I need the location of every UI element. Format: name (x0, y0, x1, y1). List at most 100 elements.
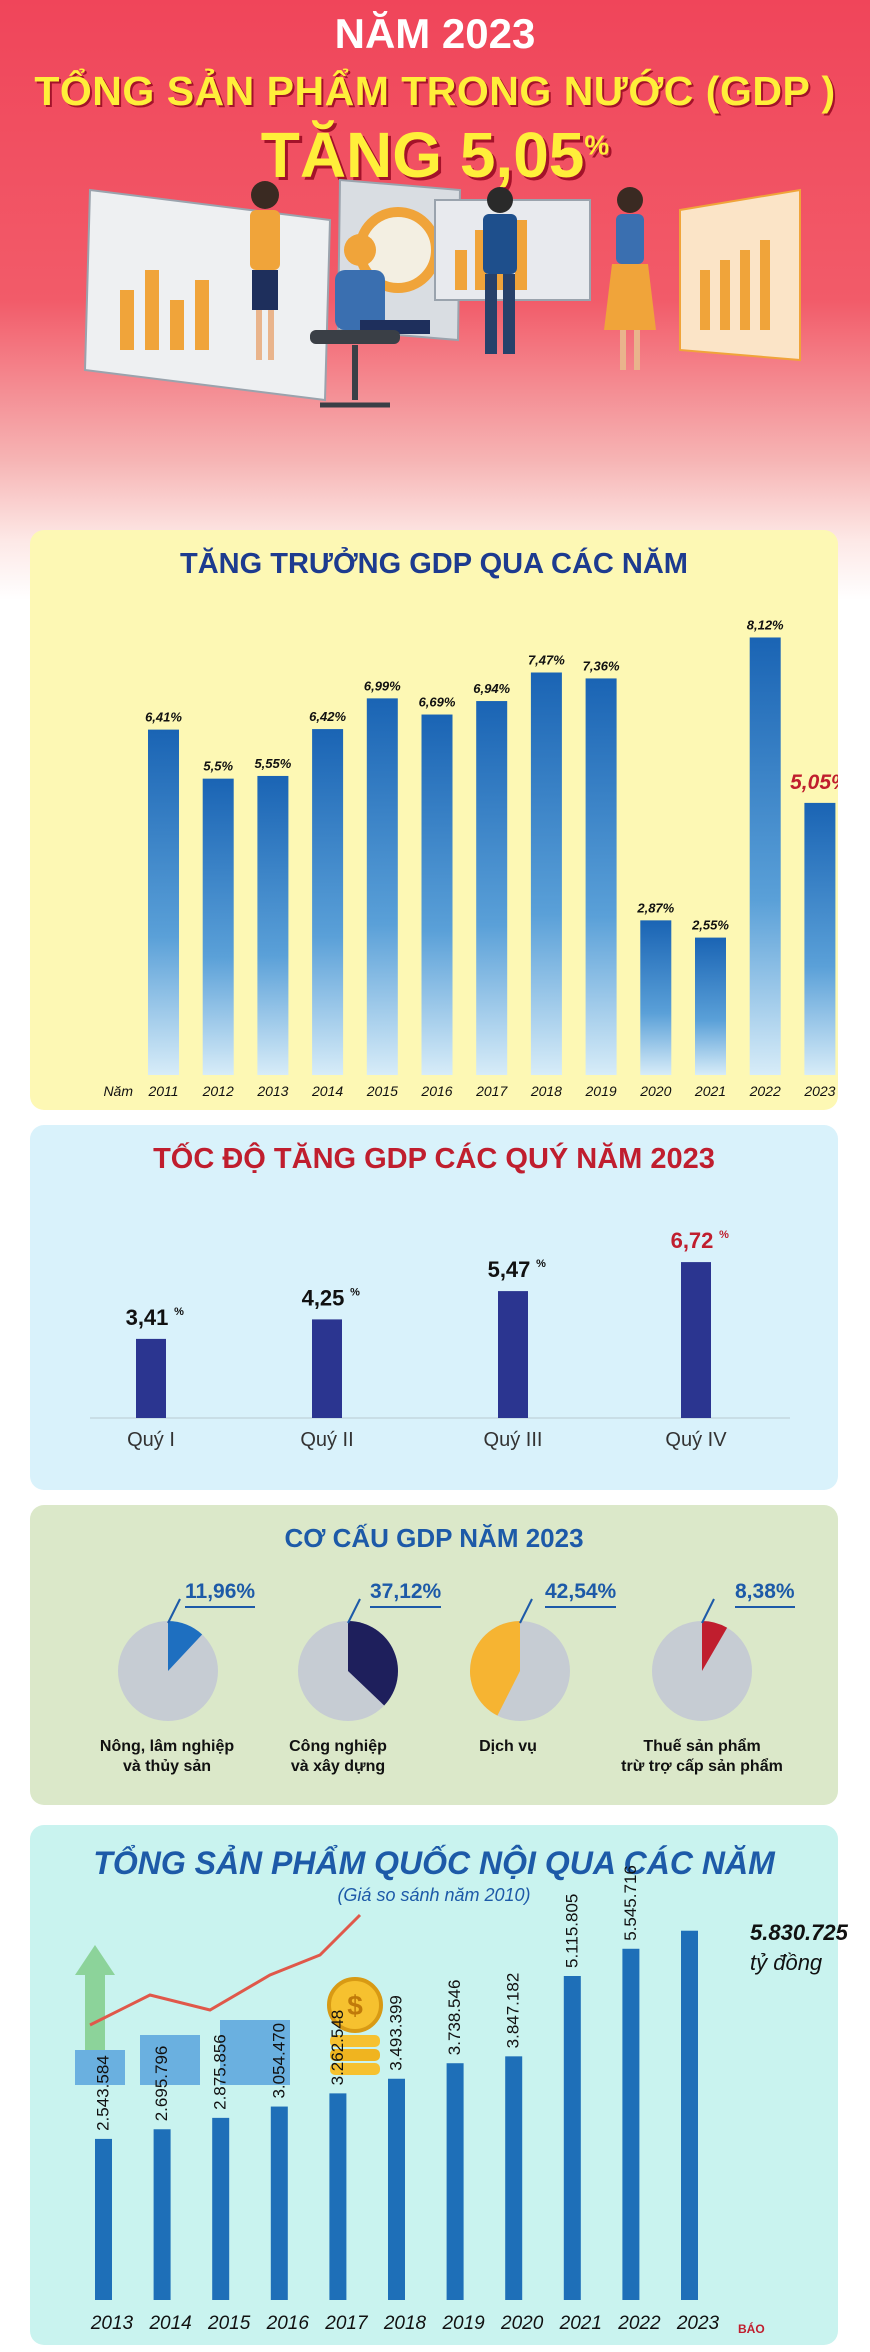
pie-leader-line (347, 1598, 361, 1624)
growth-illustration: $ (75, 1913, 383, 2085)
annual-bar (476, 701, 508, 1075)
annual-axis-prefix: Năm (103, 1083, 133, 1099)
illus-step-block (140, 2035, 200, 2085)
pie-caption-line: và thủy sản (122, 1758, 212, 1775)
pie-slice (168, 1621, 203, 1671)
annual-year-label: 2011 (147, 1083, 178, 1099)
pie-caption-line: Nông, lâm nghiệp (99, 1738, 235, 1755)
illus-coin-stack (330, 2035, 380, 2047)
output-year-label: 2014 (148, 2313, 191, 2334)
illus-arrow (75, 1945, 115, 2050)
quarter-bar (136, 1338, 166, 1418)
annual-value-label: 7,36% (583, 658, 620, 673)
panel-quarter-growth: TỐC ĐỘ TĂNG GDP CÁC QUÝ NĂM 2023 3,41% Qu… (30, 1125, 838, 1490)
output-value-label: 5.545.716 (621, 1865, 640, 1941)
output-year-label: 2022 (617, 2313, 661, 2334)
illus-step-block (220, 2020, 290, 2085)
quarter-value-label: 4,25 (302, 1285, 345, 1310)
annual-year-label: 2019 (585, 1083, 617, 1099)
output-value-label: 3.847.182 (504, 1973, 523, 2049)
quarter-unit-label: % (350, 1286, 360, 1298)
output-year-label: 2023 (676, 2313, 720, 2334)
annual-value-label: 6,41% (145, 710, 182, 725)
panel-structure-title: CƠ CẤU GDP NĂM 2023 (284, 1523, 584, 1553)
annual-year-label: 2013 (256, 1083, 288, 1099)
annual-value-label: 6,99% (364, 678, 401, 693)
illus-coin-stack (330, 2063, 380, 2075)
annual-bar (148, 729, 179, 1075)
pie-leader-line (701, 1598, 715, 1624)
annual-bar (257, 775, 289, 1075)
output-value-label: 3.054.470 (269, 2023, 288, 2099)
pie-label-agriculture: 11,96% (185, 1580, 256, 1608)
annual-year-label: 2014 (311, 1083, 343, 1099)
person-woman-right (604, 187, 656, 370)
annual-bar (421, 714, 453, 1075)
output-year-label: 2020 (500, 2313, 544, 2334)
annual-value-label: 8,12% (747, 617, 784, 632)
panel-annual-title: TĂNG TRƯỞNG GDP QUA CÁC NĂM (180, 548, 688, 580)
annual-growth-chart: Năm 6,41% 2011 5,5% 2012 5,55% 2013 6,42% 2014 6… (103, 617, 838, 1099)
quarter-unit-label: % (719, 1229, 729, 1241)
annual-value-label: 2,87% (636, 900, 674, 915)
quarter-unit-label: % (174, 1306, 184, 1318)
pie-slice (469, 1621, 520, 1716)
annual-value-label: 6,69% (419, 695, 456, 710)
dashboard-mini-bar (170, 300, 184, 350)
pie-caption-line: Công nghiệp (289, 1738, 387, 1755)
output-value-label: 3.493.399 (387, 1995, 406, 2071)
quarter-category-label: Quý II (300, 1429, 353, 1451)
panel-quarter-title: TỐC ĐỘ TĂNG GDP CÁC QUÝ NĂM 2023 (153, 1143, 715, 1175)
quarter-bar (681, 1262, 711, 1418)
panel-output-subtitle: (Giá so sánh năm 2010) (337, 1885, 531, 1905)
pie-caption-line: trừ trợ cấp sản phẩm (621, 1758, 783, 1775)
pie-caption-line: Dịch vụ (479, 1738, 537, 1755)
output-value-label: 2.695.796 (152, 2046, 171, 2122)
person-seated-man (310, 234, 430, 408)
annual-year-label: 2017 (475, 1083, 508, 1099)
quarter-category-label: Quý I (127, 1429, 175, 1451)
dashboard-mini-bar (700, 270, 710, 330)
pie-caption-agriculture: Nông, lâm nghiệp và thủy sản (77, 1737, 257, 1777)
output-bar (212, 2117, 230, 2300)
pie-slice (348, 1621, 398, 1706)
output-bar (270, 2106, 288, 2300)
annual-bar (202, 778, 234, 1075)
annual-year-label: 2022 (749, 1083, 781, 1099)
pie-label-industry: 37,12% (370, 1580, 442, 1608)
output-value-label: 2.875.856 (211, 2034, 230, 2110)
annual-bar (749, 637, 781, 1075)
illus-step-block (75, 2050, 125, 2085)
output-value-label: 3.262.548 (328, 2010, 347, 2086)
output-value-label: 2.543.584 (94, 2055, 113, 2131)
annual-value-label: 7,47% (528, 652, 565, 667)
dashboard-mini-bar (145, 270, 159, 350)
header-growth-unit: % (584, 129, 610, 161)
illus-coin-icon (327, 1977, 383, 2033)
annual-bar (804, 802, 836, 1075)
dashboard-mini-bar (120, 290, 134, 350)
annual-year-label: 2018 (530, 1083, 562, 1099)
output-bar (681, 1930, 698, 2300)
gdp-output-chart: $ 2013 2.543.584 2014 2.695.796 2015 2.875.85… (75, 1865, 720, 2334)
pie-label-tax: 8,38% (735, 1580, 795, 1608)
header-growth-value: TĂNG 5,05 (260, 119, 585, 191)
pie-caption-tax: Thuế sản phẩm trừ trợ cấp sản phẩm (612, 1737, 792, 1777)
pie-caption-industry: Công nghiệp và xây dựng (248, 1737, 428, 1777)
annual-value-label: 6,94% (473, 681, 510, 696)
pie-leader-line (167, 1598, 181, 1624)
person-man-standing (483, 187, 517, 354)
output-year-label: 2017 (324, 2313, 369, 2334)
output-year-label: 2019 (441, 2313, 485, 2334)
quarter-unit-label: % (536, 1258, 546, 1270)
panel-output-title: TỔNG SẢN PHẨM QUỐC NỘI QUA CÁC NĂM (93, 1845, 775, 1881)
pie-slice (702, 1621, 728, 1671)
header-illustration (83, 178, 801, 408)
output-value-label: 3.738.546 (445, 1980, 464, 2056)
person-woman-left (250, 181, 280, 360)
annual-year-label: 2015 (366, 1083, 398, 1099)
quarter-bar (498, 1291, 528, 1418)
output-bar (95, 2138, 112, 2300)
annual-year-label: 2021 (694, 1083, 726, 1099)
pie-label-services: 42,54% (545, 1580, 617, 1608)
